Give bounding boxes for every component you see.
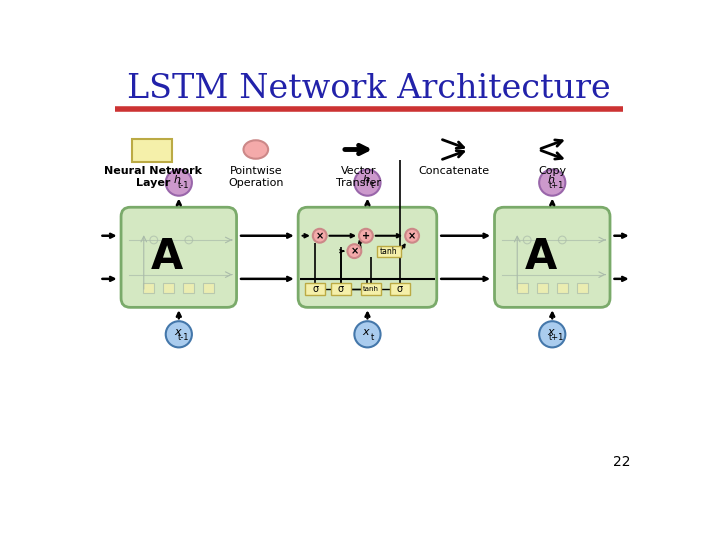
FancyBboxPatch shape [121, 207, 237, 307]
Text: t: t [371, 333, 374, 342]
Text: t-1: t-1 [178, 181, 189, 190]
Text: h: h [362, 176, 369, 185]
Text: t: t [371, 181, 374, 190]
Ellipse shape [243, 140, 268, 159]
Text: x: x [363, 327, 369, 337]
Circle shape [166, 321, 192, 347]
Circle shape [166, 170, 192, 195]
Bar [143, 284, 154, 293]
Text: LSTM Network Architecture: LSTM Network Architecture [127, 73, 611, 105]
Circle shape [405, 229, 419, 242]
Bar [184, 284, 194, 293]
Bar [330, 283, 351, 295]
Text: h: h [174, 176, 181, 185]
Text: Pointwise
Operation: Pointwise Operation [228, 166, 284, 188]
Text: A: A [525, 237, 557, 278]
Text: tanh: tanh [380, 247, 398, 255]
Bar [305, 283, 325, 295]
Bar [132, 139, 172, 162]
Bar [537, 284, 548, 293]
Text: Neural Network
Layer: Neural Network Layer [104, 166, 202, 188]
Text: x: x [174, 327, 181, 337]
Text: t-1: t-1 [178, 333, 189, 342]
Bar [557, 284, 567, 293]
Text: Copy: Copy [538, 166, 567, 177]
Text: Concatenate: Concatenate [418, 166, 490, 177]
Bar [577, 284, 588, 293]
Bar [517, 284, 528, 293]
Text: +: + [362, 231, 370, 241]
FancyBboxPatch shape [298, 207, 437, 307]
Bar [163, 284, 174, 293]
Circle shape [354, 321, 381, 347]
Text: tanh: tanh [364, 286, 379, 292]
Text: σ: σ [338, 284, 343, 294]
Bar [377, 246, 400, 256]
Circle shape [354, 170, 381, 195]
Text: t+1: t+1 [549, 181, 564, 190]
Circle shape [359, 229, 373, 242]
Circle shape [539, 170, 565, 195]
Text: σ: σ [312, 284, 318, 294]
Circle shape [312, 229, 327, 242]
Text: σ: σ [397, 284, 403, 294]
Circle shape [348, 244, 361, 258]
Text: x: x [547, 327, 554, 337]
Bar [390, 283, 410, 295]
Text: ×: × [315, 231, 324, 241]
Text: 22: 22 [613, 455, 631, 469]
Circle shape [539, 321, 565, 347]
Bar [204, 284, 215, 293]
Text: t+1: t+1 [549, 333, 564, 342]
Bar [361, 283, 382, 295]
FancyBboxPatch shape [495, 207, 610, 307]
Text: ×: × [408, 231, 416, 241]
Text: h: h [547, 176, 554, 185]
Text: A: A [151, 237, 184, 278]
Text: ×: × [351, 246, 359, 256]
Text: Vector
Transfer: Vector Transfer [336, 166, 381, 188]
